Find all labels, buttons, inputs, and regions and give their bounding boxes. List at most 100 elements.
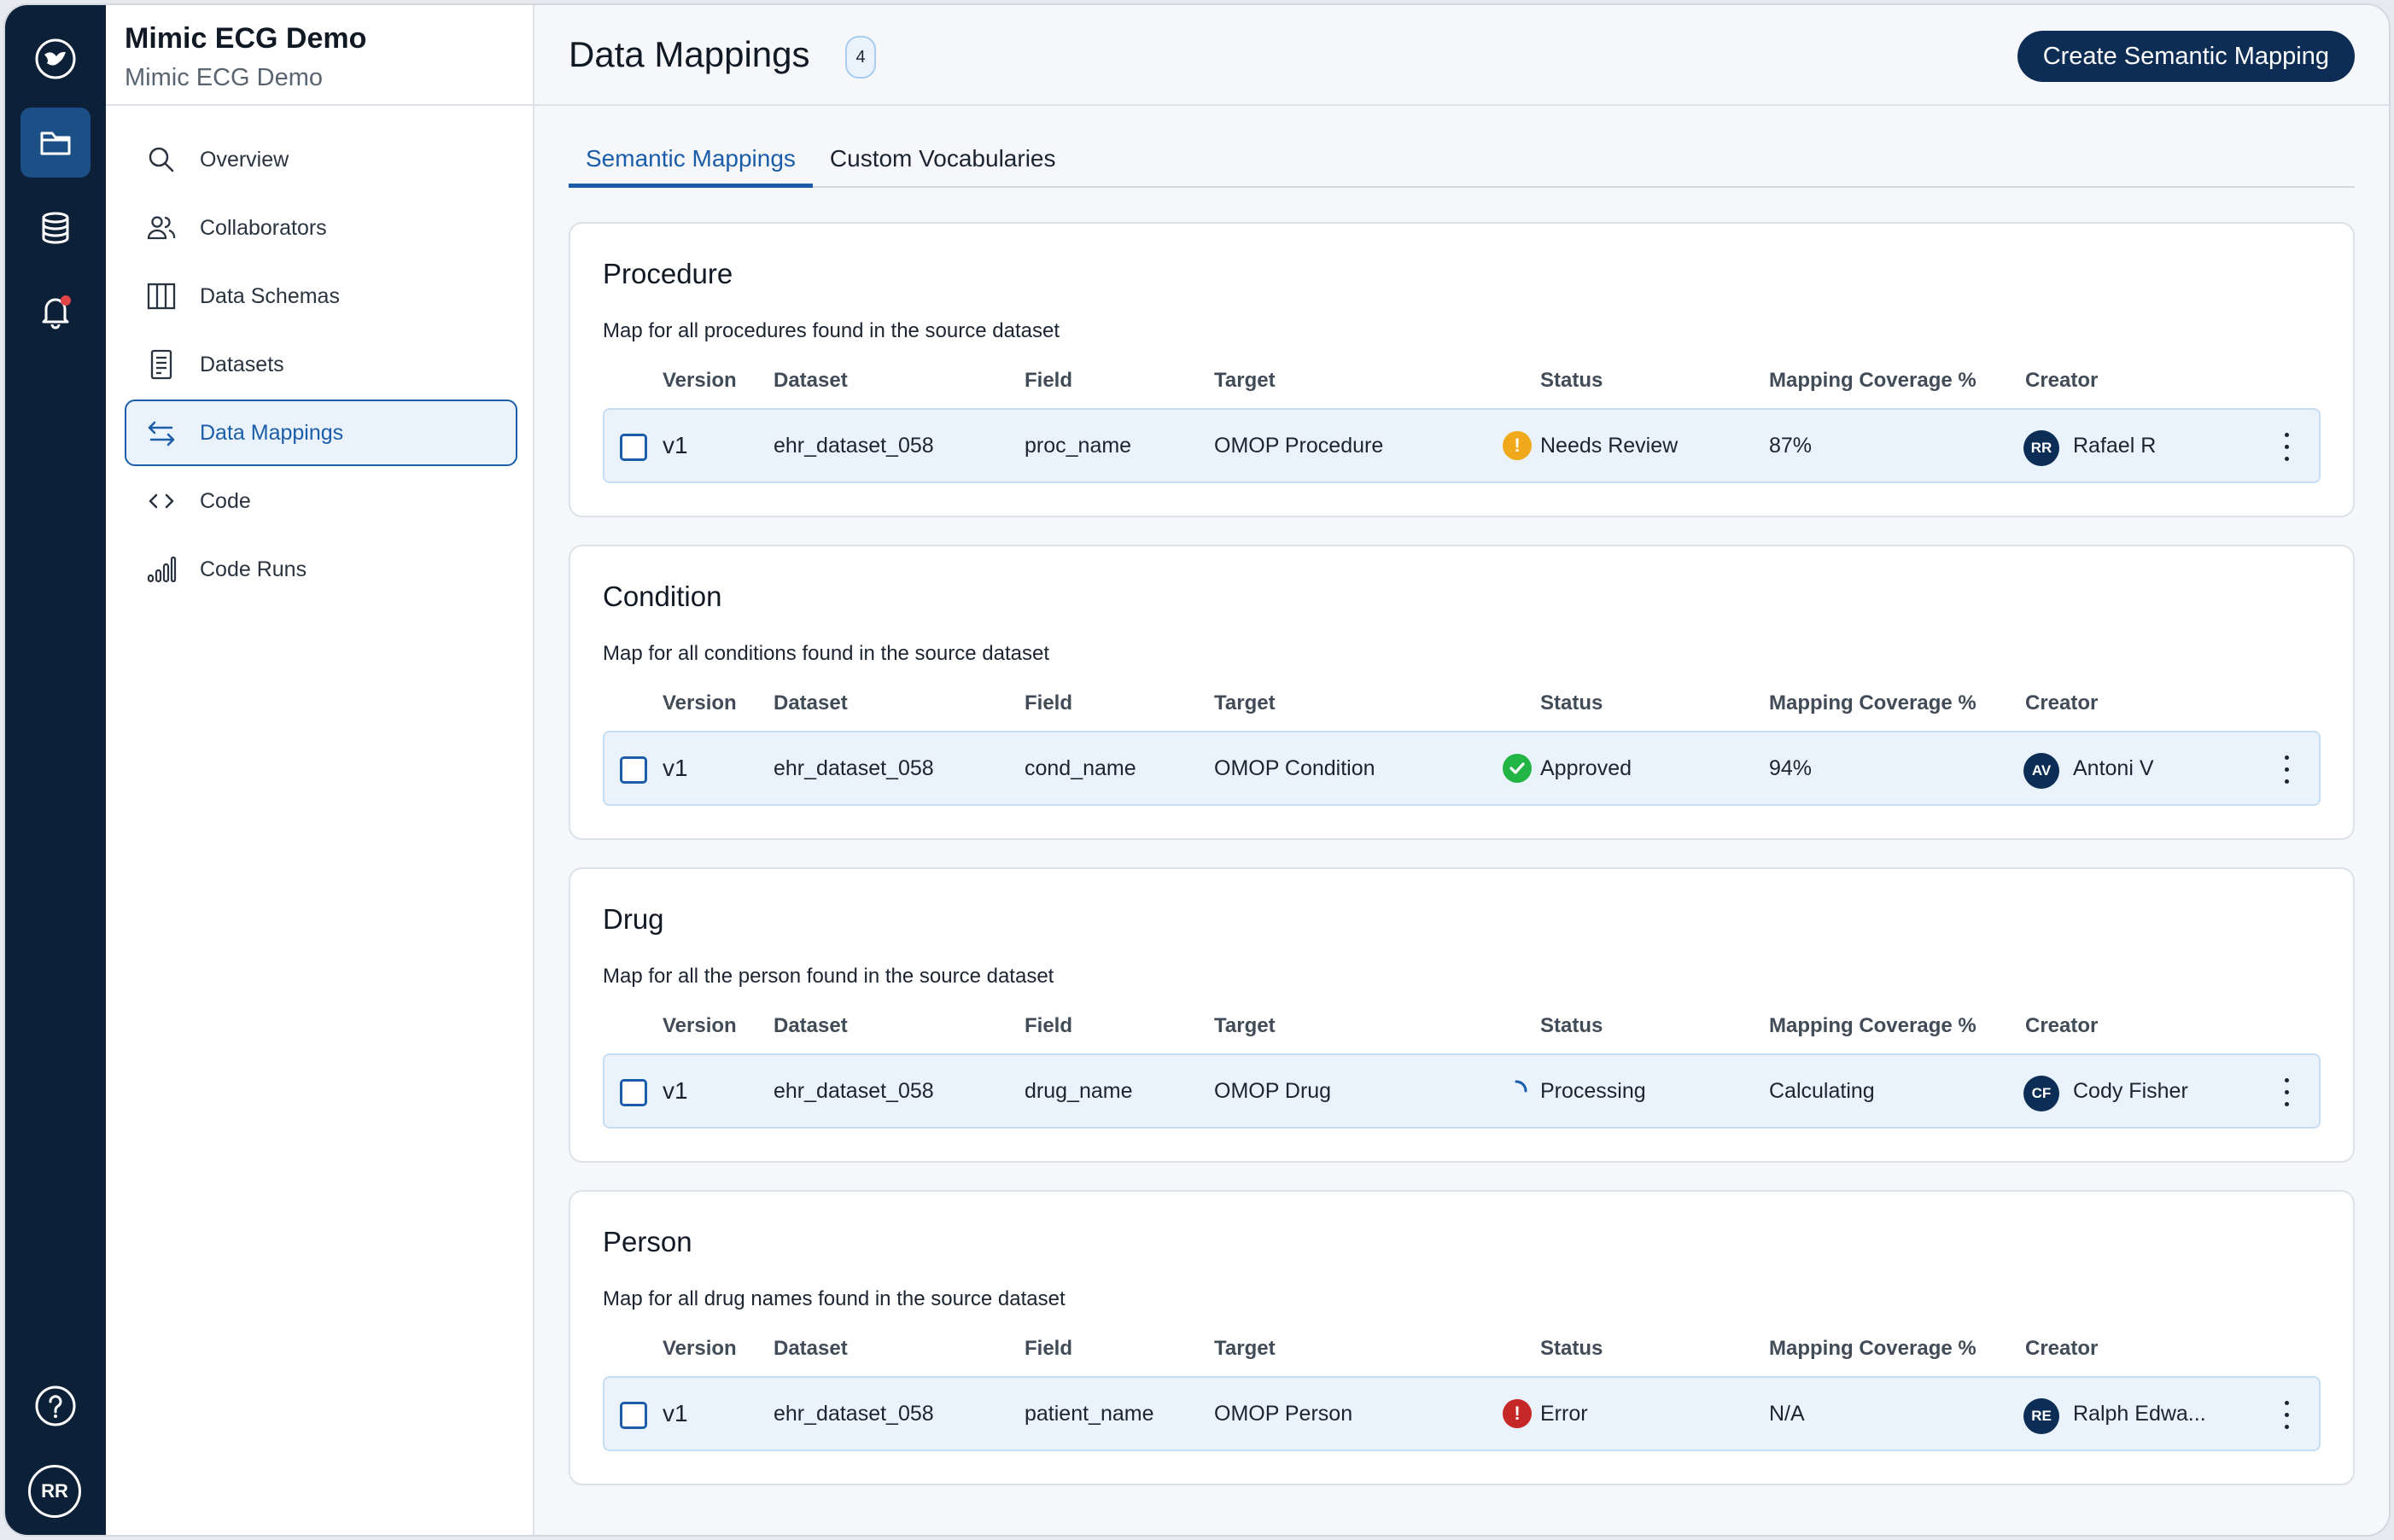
creator-cell: Rafael R (2073, 434, 2157, 458)
more-options-icon[interactable] (2278, 429, 2295, 464)
notifications-bell-icon[interactable] (20, 277, 91, 347)
create-semantic-mapping-button[interactable]: Create Semantic Mapping (2017, 31, 2355, 82)
nav-item-label: Overview (200, 147, 289, 172)
column-header-coverage: Mapping Coverage % (1769, 691, 1977, 715)
nav-item-label: Data Mappings (200, 420, 344, 445)
nav-item-code[interactable]: Code (125, 468, 517, 534)
column-header-version: Version (663, 1337, 737, 1360)
mapping-title: Drug (603, 903, 664, 935)
more-options-icon[interactable] (2278, 751, 2295, 787)
tab-semantic-mappings[interactable]: Semantic Mappings (569, 140, 813, 188)
column-header-creator: Creator (2025, 1337, 2099, 1360)
row-checkbox[interactable] (620, 756, 647, 784)
app-logo-icon[interactable] (20, 24, 91, 94)
help-icon[interactable] (20, 1371, 91, 1441)
column-header-target: Target (1214, 1014, 1276, 1037)
column-header-coverage: Mapping Coverage % (1769, 1014, 1977, 1037)
project-nav: Overview Collaborators Data Schemas Data… (125, 126, 517, 604)
mapping-card-condition: Condition Map for all conditions found i… (569, 545, 2355, 840)
dataset-cell: ehr_dataset_058 (774, 1402, 934, 1426)
target-cell: OMOP Drug (1214, 1079, 1332, 1103)
column-header-creator: Creator (2025, 369, 2099, 392)
nav-item-code-runs[interactable]: Code Runs (125, 536, 517, 603)
more-options-icon[interactable] (2278, 1074, 2295, 1110)
mapping-card-procedure: Procedure Map for all procedures found i… (569, 222, 2355, 517)
mapping-card-person: Person Map for all drug names found in t… (569, 1190, 2355, 1485)
mapping-title: Procedure (603, 258, 733, 289)
field-cell: patient_name (1025, 1402, 1154, 1426)
user-avatar[interactable]: RR (28, 1465, 81, 1518)
creator-avatar: RE (2023, 1398, 2059, 1434)
check-circle-icon (1503, 754, 1532, 783)
target-cell: OMOP Condition (1214, 756, 1375, 780)
status-cell: Needs Review (1540, 434, 1679, 458)
creator-avatar: AV (2023, 753, 2059, 789)
creator-avatar: CF (2023, 1076, 2059, 1111)
mapping-count-badge: 4 (845, 36, 876, 79)
mapping-tabs: Semantic Mappings Custom Vocabularies (569, 140, 2355, 188)
project-sidebar: Mimic ECG Demo Mimic ECG Demo Overview C… (106, 5, 534, 1535)
field-cell: proc_name (1025, 434, 1132, 458)
nav-item-data-mappings[interactable]: Data Mappings (125, 400, 517, 466)
search-icon (145, 143, 178, 176)
mapping-description: Map for all conditions found in the sour… (603, 642, 1049, 665)
row-checkbox[interactable] (620, 434, 647, 461)
main-content: Data Mappings 4 Create Semantic Mapping … (534, 5, 2389, 1535)
coverage-cell: N/A (1769, 1402, 1805, 1426)
icon-rail: RR (5, 5, 106, 1535)
column-header-status: Status (1540, 369, 1603, 392)
field-cell: drug_name (1025, 1079, 1133, 1103)
nav-item-label: Code Runs (200, 557, 307, 581)
coverage-cell: 94% (1769, 756, 1813, 780)
columns-icon (145, 280, 178, 312)
coverage-cell: 87% (1769, 434, 1813, 458)
app-window: RR Mimic ECG Demo Mimic ECG Demo Overvie… (3, 3, 2391, 1537)
creator-cell: Antoni V (2073, 756, 2154, 780)
column-header-target: Target (1214, 369, 1276, 392)
table-row[interactable]: v1 ehr_dataset_058 proc_name OMOP Proced… (603, 408, 2321, 483)
column-header-creator: Creator (2025, 1014, 2099, 1037)
mapping-cards: Procedure Map for all procedures found i… (569, 222, 2355, 1513)
warning-icon: ! (1503, 431, 1532, 460)
column-header-status: Status (1540, 1337, 1603, 1360)
field-cell: cond_name (1025, 756, 1136, 780)
mapping-description: Map for all the person found in the sour… (603, 965, 1054, 988)
project-subtitle: Mimic ECG Demo (125, 64, 324, 91)
version-cell: v1 (663, 1400, 688, 1426)
row-checkbox[interactable] (620, 1079, 647, 1106)
projects-folder-icon[interactable] (20, 108, 91, 178)
mapping-description: Map for all drug names found in the sour… (603, 1287, 1066, 1310)
column-header-field: Field (1025, 369, 1073, 392)
nav-item-label: Code (200, 488, 251, 513)
nav-item-datasets[interactable]: Datasets (125, 331, 517, 398)
version-cell: v1 (663, 432, 688, 458)
table-row[interactable]: v1 ehr_dataset_058 patient_name OMOP Per… (603, 1376, 2321, 1451)
nav-item-label: Datasets (200, 352, 284, 376)
column-header-target: Target (1214, 691, 1276, 715)
version-cell: v1 (663, 1077, 688, 1104)
column-header-field: Field (1025, 1337, 1073, 1360)
nav-item-overview[interactable]: Overview (125, 126, 517, 193)
table-row[interactable]: v1 ehr_dataset_058 cond_name OMOP Condit… (603, 731, 2321, 806)
column-header-field: Field (1025, 1014, 1073, 1037)
coverage-cell: Calculating (1769, 1079, 1875, 1103)
project-title: Mimic ECG Demo (125, 22, 367, 55)
table-row[interactable]: v1 ehr_dataset_058 drug_name OMOP Drug P… (603, 1053, 2321, 1129)
nav-item-collaborators[interactable]: Collaborators (125, 195, 517, 261)
version-cell: v1 (663, 755, 688, 781)
row-checkbox[interactable] (620, 1402, 647, 1429)
error-icon: ! (1503, 1399, 1532, 1428)
nav-item-label: Collaborators (200, 215, 327, 240)
nav-item-data-schemas[interactable]: Data Schemas (125, 263, 517, 330)
tab-custom-vocabularies[interactable]: Custom Vocabularies (829, 145, 1056, 172)
column-header-version: Version (663, 369, 737, 392)
page-header: Data Mappings 4 Create Semantic Mapping (534, 5, 2389, 106)
bar-chart-icon (145, 553, 178, 586)
column-header-creator: Creator (2025, 691, 2099, 715)
project-header: Mimic ECG Demo Mimic ECG Demo (106, 5, 533, 106)
status-cell: Error (1540, 1402, 1588, 1426)
database-icon[interactable] (20, 193, 91, 263)
column-header-dataset: Dataset (774, 1337, 848, 1360)
creator-cell: Cody Fisher (2073, 1079, 2188, 1103)
more-options-icon[interactable] (2278, 1397, 2295, 1432)
